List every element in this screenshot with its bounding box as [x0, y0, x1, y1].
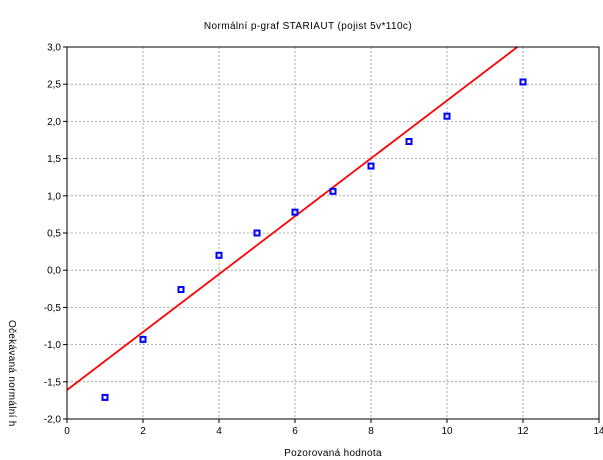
y-tick-label: 2,0 — [47, 117, 61, 128]
fit-line — [66, 46, 518, 391]
grid — [67, 47, 599, 419]
x-tick-label: 0 — [64, 426, 70, 437]
data-point — [101, 393, 109, 401]
data-point — [253, 229, 261, 237]
data-point — [177, 286, 185, 294]
data-point — [139, 335, 147, 343]
x-tick-label: 14 — [593, 426, 603, 437]
y-tick-label: 3,0 — [47, 43, 61, 54]
data-point — [291, 208, 299, 216]
y-tick-label: -0,5 — [44, 303, 62, 314]
data-point — [329, 187, 337, 195]
y-tick-label: 0,5 — [47, 229, 61, 240]
x-tick-label: 8 — [368, 426, 374, 437]
x-tick-label: 2 — [140, 426, 146, 437]
y-tick-label: 0,0 — [47, 266, 61, 277]
y-tick-label: -1,0 — [44, 340, 62, 351]
data-point — [519, 78, 527, 86]
y-tick-label: -2,0 — [44, 415, 62, 426]
x-tick-label: 4 — [216, 426, 222, 437]
x-tick-label: 6 — [292, 426, 298, 437]
x-axis-label: Pozorovaná hodnota — [284, 448, 382, 459]
fit-line-layer — [66, 46, 518, 391]
chart-title: Normální p-graf STARIAUT (pojist 5v*110c… — [204, 21, 412, 32]
data-points — [101, 78, 527, 401]
y-tick-label: 1,5 — [47, 154, 61, 165]
data-point — [443, 112, 451, 120]
y-tick-label: -1,5 — [44, 377, 62, 388]
axis-ticks: 0 2 4 6 8 10 12 14 -2,0 -1,5 -1,0 -0,5 0,0 0,5 1,0 1,5 2… — [44, 43, 603, 438]
x-tick-label: 10 — [441, 426, 453, 437]
data-point — [405, 137, 413, 145]
y-tick-label: 1,0 — [47, 191, 61, 202]
y-tick-label: 2,5 — [47, 80, 61, 91]
x-tick-label: 12 — [517, 426, 529, 437]
data-point — [367, 162, 375, 170]
data-point — [215, 251, 223, 259]
y-axis-label: Očekávaná normální h — [6, 320, 17, 427]
